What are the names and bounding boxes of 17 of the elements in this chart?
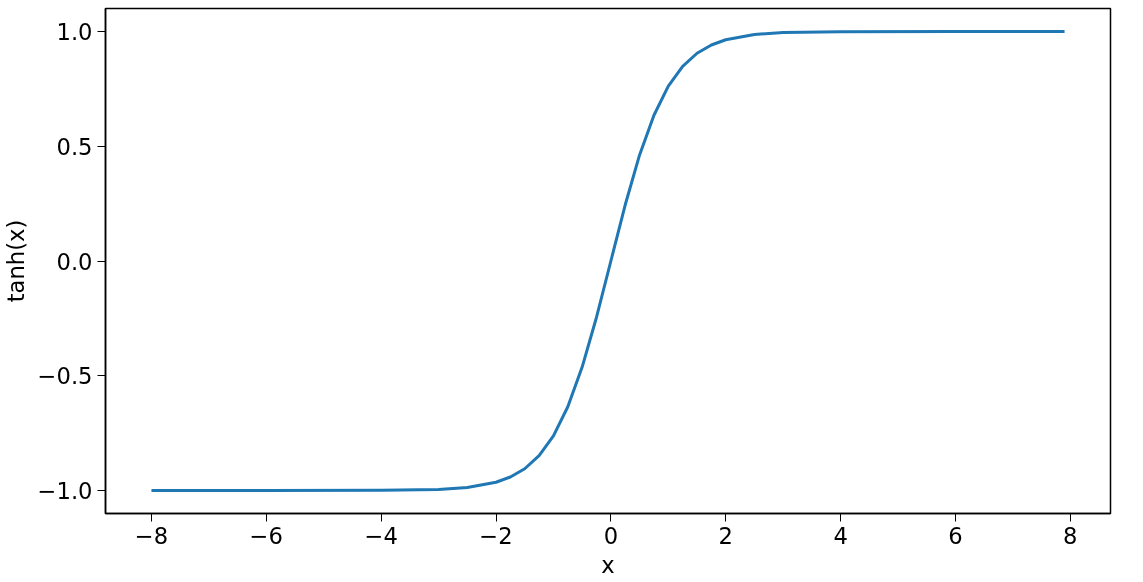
x-tick-label: −4	[364, 522, 398, 549]
y-tick-label: 1.0	[56, 18, 93, 45]
x-tick-label: 8	[1063, 522, 1078, 549]
x-tick-label: 4	[833, 522, 848, 549]
x-tick-label: 6	[948, 522, 963, 549]
y-tick-label: 0.5	[56, 133, 93, 160]
y-tick-label: −1.0	[37, 478, 93, 505]
x-tick-label: −2	[479, 522, 513, 549]
x-tick-label: 2	[718, 522, 733, 549]
y-tick-label: −0.5	[37, 363, 93, 390]
y-axis-title: tanh(x)	[3, 219, 30, 303]
x-axis-title: x	[601, 551, 615, 578]
line-series	[149, 29, 1067, 493]
x-tick-label: 0	[603, 522, 619, 549]
x-tick-label: −6	[249, 522, 284, 549]
y-tick-label: 0.0	[56, 248, 93, 275]
x-tick-label: −8	[134, 522, 169, 549]
